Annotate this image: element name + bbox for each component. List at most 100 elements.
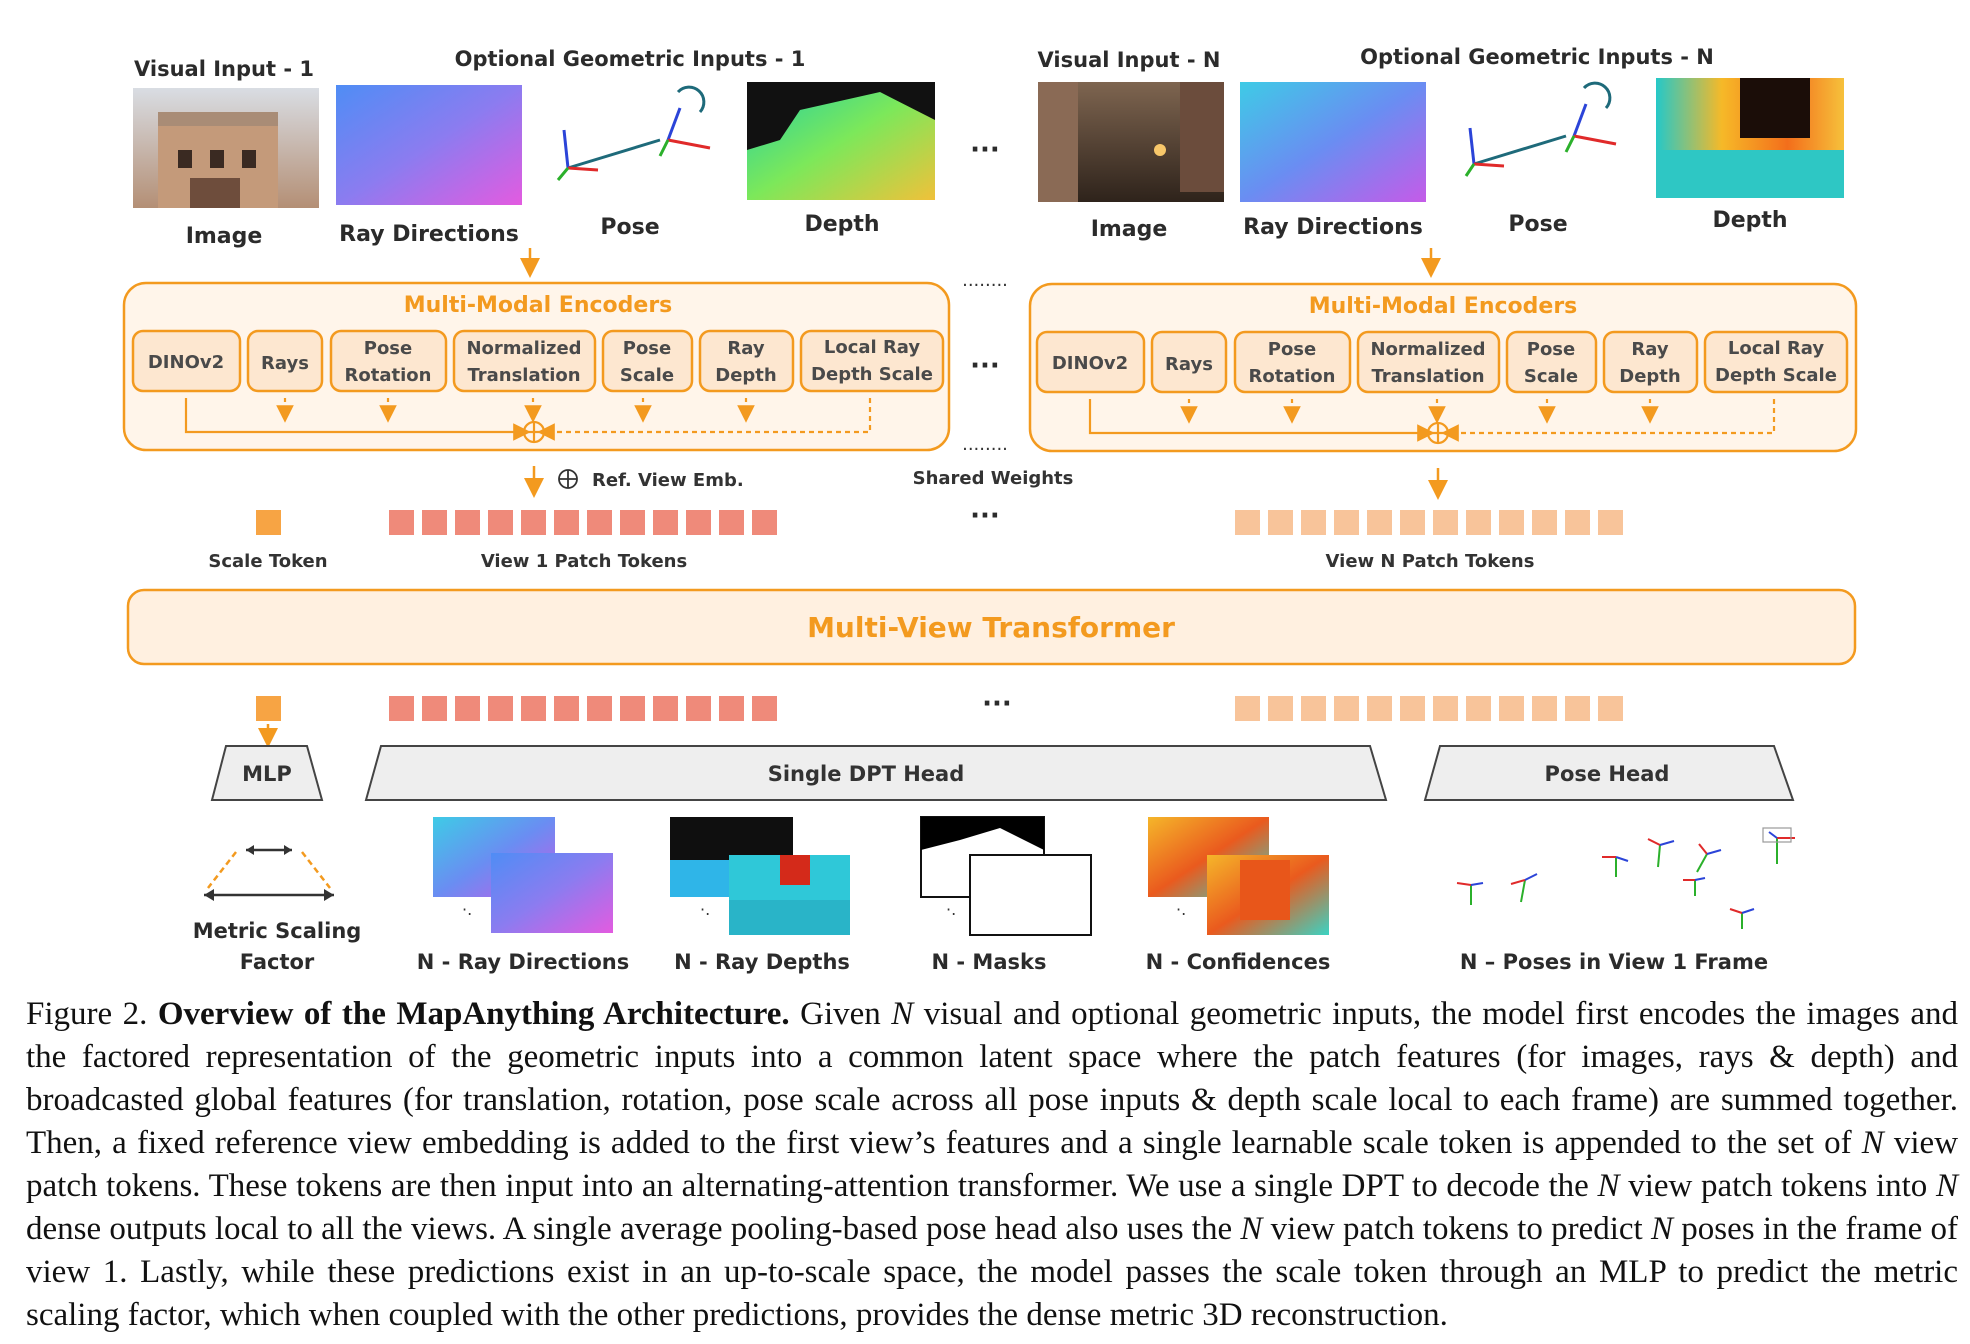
encoder-pose-rotation-n-l1: Pose [1268, 339, 1316, 360]
ray-directions-label-n: Ray Directions [1243, 215, 1423, 240]
visual-input-1-title: Visual Input - 1 [134, 57, 314, 81]
encoders-ellipsis: ··· [970, 351, 1000, 381]
encoder-dinov2-1: DINOv2 [148, 352, 224, 373]
mlp-head-shape [210, 745, 324, 801]
scale-token-label: Scale Token [208, 551, 327, 572]
image-label-n: Image [1091, 217, 1168, 242]
encoder-pose-rotation-1-l2: Rotation [345, 365, 432, 386]
scale-token [256, 510, 281, 535]
encoder-norm-translation-1-l2: Translation [467, 365, 580, 386]
dots-bottom: ........ [962, 434, 1008, 455]
caption-n-1: N [891, 996, 914, 1032]
figure-caption: Figure 2. Overview of the MapAnything Ar… [26, 993, 1958, 1337]
encoder-local-ray-depth-scale-n-l1: Local Ray [1728, 338, 1825, 359]
ray-directions-outputs: ·. [433, 817, 613, 933]
depth-thumbnail-n [1656, 78, 1844, 198]
shared-weights-label: Shared Weights [913, 468, 1074, 489]
svg-text:·.: ·. [462, 900, 472, 919]
predicted-poses-icons [1456, 827, 1795, 929]
ray-directions-label-1: Ray Directions [339, 222, 519, 247]
scale-token-out [256, 696, 281, 721]
caption-n-6: N [1651, 1211, 1674, 1247]
view1-patch-tokens [389, 510, 777, 535]
encoder-blocks-1: DINOv2 Rays Pose Rotation Normalized Tra… [131, 329, 945, 393]
svg-text:·.: ·. [1176, 900, 1186, 919]
svg-text:·.: ·. [946, 900, 956, 919]
dots-top: ........ [962, 270, 1008, 291]
viewN-patch-tokens [1235, 510, 1623, 535]
encoder-sum-arrows-n [1088, 399, 1776, 445]
ray-directions-thumbnail-1 [336, 85, 522, 205]
encoder-norm-translation-1-l1: Normalized [466, 338, 581, 359]
encoder-local-ray-depth-scale-1-l1: Local Ray [824, 337, 921, 358]
pose-head-label: Pose Head [1545, 762, 1670, 786]
confidences-output-label: N - Confidences [1146, 950, 1331, 974]
encoder-blocks-n: DINOv2 Rays Pose Rotation Normalized Tra… [1035, 330, 1849, 394]
svg-text:·.: ·. [700, 900, 710, 919]
encoder-local-ray-depth-scale-n-l2: Depth Scale [1715, 365, 1837, 386]
multi-view-transformer-box [126, 588, 1857, 666]
inputs-ellipsis: ··· [970, 135, 1000, 165]
encoder-ray-depth-1-l2: Depth [715, 365, 776, 386]
image-label-1: Image [186, 224, 263, 249]
pose-axes-icon-n [1464, 81, 1617, 177]
geo-inputs-1-title: Optional Geometric Inputs - 1 [455, 47, 806, 71]
tokens-ellipsis: ··· [970, 501, 1000, 531]
caption-part-7: poses in the frame of view 1. Lastly, wh… [26, 1211, 1959, 1333]
viewN-patch-tokens-label: View N Patch Tokens [1326, 551, 1535, 572]
mlp-head-label: MLP [242, 762, 292, 786]
multi-view-transformer-label: Multi-View Transformer [807, 611, 1175, 644]
image-thumbnail-n [1038, 82, 1224, 202]
confidences-outputs: ·. [1148, 817, 1329, 935]
encoder-local-ray-depth-scale-1-l2: Depth Scale [811, 364, 933, 385]
caption-n-3: N [1597, 1168, 1620, 1204]
depth-label-1: Depth [804, 212, 879, 237]
ref-view-emb-label: Ref. View Emb. [592, 470, 744, 491]
encoder-pose-scale-n-l2: Scale [1524, 366, 1578, 387]
pose-label-n: Pose [1508, 212, 1567, 237]
encoder-pose-rotation-n-l2: Rotation [1249, 366, 1336, 387]
viewN-patch-tokens-out [1235, 696, 1623, 721]
pose-head-shape [1423, 745, 1795, 801]
dpt-head-shape [364, 745, 1388, 801]
encoder-title-1: Multi-Modal Encoders [404, 293, 673, 318]
caption-part-4: view patch tokens into [1628, 1168, 1928, 1204]
encoder-title-n: Multi-Modal Encoders [1309, 294, 1578, 319]
encoder-pose-scale-1-l1: Pose [623, 338, 671, 359]
caption-part-5: dense outputs local to all the views. A … [26, 1211, 1233, 1247]
image-thumbnail-1 [133, 88, 319, 208]
encoder-ray-depth-1-l1: Ray [727, 338, 764, 359]
caption-n-5: N [1240, 1211, 1263, 1247]
metric-scaling-label-2: Factor [240, 950, 315, 974]
caption-part-2: visual and optional geometric inputs, th… [26, 996, 1958, 1161]
tokens-out-ellipsis: ··· [982, 689, 1012, 719]
ref-view-plus-icon [558, 469, 578, 489]
encoder-pose-rotation-1-l1: Pose [364, 338, 412, 359]
encoder-ray-depth-n-l2: Depth [1619, 366, 1680, 387]
metric-scaling-label-1: Metric Scaling [193, 919, 362, 943]
encoder-rays-1: Rays [261, 353, 309, 374]
encoder-dinov2-n: DINOv2 [1052, 353, 1128, 374]
pose-label-1: Pose [600, 215, 659, 240]
encoder-rays-n: Rays [1165, 354, 1213, 375]
caption-n-4: N [1935, 1168, 1958, 1204]
depth-thumbnail-1 [747, 82, 935, 200]
encoder-pose-scale-n-l1: Pose [1527, 339, 1575, 360]
caption-part-3: view patch tokens. These tokens are then… [26, 1125, 1959, 1204]
encoder-pose-scale-1-l2: Scale [620, 365, 674, 386]
caption-n-2: N [1861, 1125, 1884, 1161]
depth-label-n: Depth [1712, 208, 1787, 233]
architecture-diagram: Visual Input - 1 Optional Geometric Inpu… [122, 45, 1858, 974]
caption-bold-title: Overview of the MapAnything Architecture… [157, 996, 790, 1032]
caption-part-6: view patch tokens to predict [1270, 1211, 1643, 1247]
pose-axes-icon-1 [556, 85, 711, 181]
ray-depths-output-label: N - Ray Depths [674, 950, 850, 974]
encoder-norm-translation-n-l2: Translation [1371, 366, 1484, 387]
masks-outputs: ·. [920, 816, 1092, 936]
encoder-ray-depth-n-l1: Ray [1631, 339, 1668, 360]
poses-output-label: N – Poses in View 1 Frame [1460, 950, 1768, 974]
metric-scaling-icon [204, 845, 334, 901]
geo-inputs-n-title: Optional Geometric Inputs - N [1360, 45, 1714, 69]
view1-patch-tokens-out [389, 696, 777, 721]
caption-part-1: Given [800, 996, 881, 1032]
